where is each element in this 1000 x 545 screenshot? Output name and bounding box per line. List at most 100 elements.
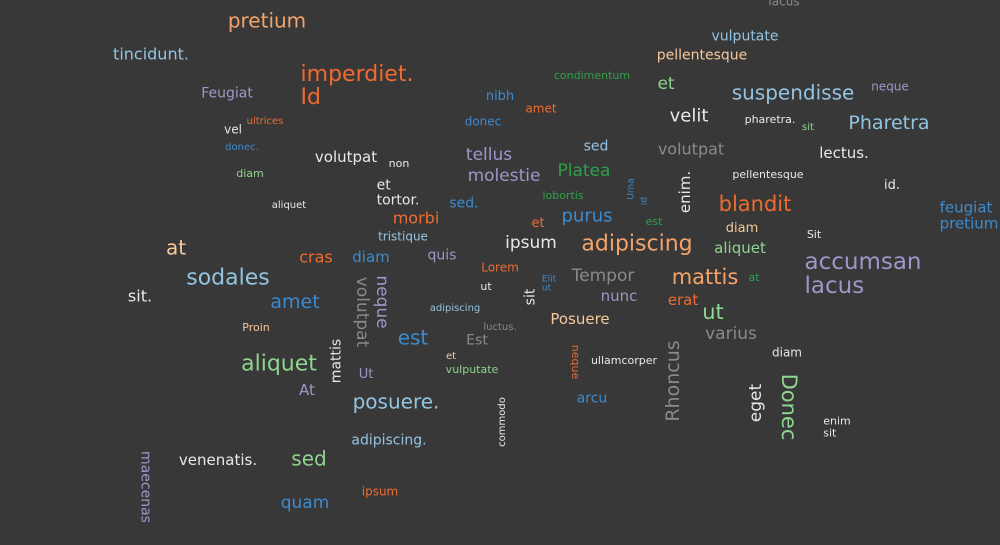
word-97: sed xyxy=(291,446,327,471)
word-86: vulputate xyxy=(445,363,499,377)
word-75: est xyxy=(397,325,429,350)
word-69: erat xyxy=(667,291,699,310)
word-70: ut xyxy=(702,299,724,324)
word-24: non xyxy=(388,157,410,171)
word-19: vel xyxy=(224,122,242,137)
word-20: donec. xyxy=(225,141,259,153)
word-96: venenatis. xyxy=(178,451,258,470)
word-48: at xyxy=(165,235,187,260)
word-58: Tempor xyxy=(571,266,635,287)
word-53: diam xyxy=(352,248,390,267)
word-33: enim. xyxy=(676,170,695,214)
word-51: aliquet xyxy=(714,239,766,258)
word-62: ut xyxy=(480,280,492,294)
word-13: velit xyxy=(669,105,709,127)
word-52: cras xyxy=(299,247,333,267)
word-47: tristique xyxy=(378,229,428,244)
word-64: sit. xyxy=(127,286,153,306)
word-17: sit xyxy=(802,121,814,133)
word-83: neque xyxy=(568,344,582,380)
word-81: aliquet xyxy=(241,351,317,377)
word-2: vulputate xyxy=(711,28,779,45)
word-60: at xyxy=(748,271,760,285)
word-8: Feugiat xyxy=(201,85,253,102)
word-34: id. xyxy=(884,178,900,194)
word-30: pellentesque xyxy=(732,168,804,182)
word-7: et xyxy=(657,74,675,95)
word-27: Platea xyxy=(557,161,611,182)
word-10: suspendisse xyxy=(731,80,855,105)
word-29: molestie xyxy=(467,166,541,187)
word-26: lectus. xyxy=(819,144,869,163)
word-65: amet xyxy=(270,291,320,314)
word-40: purus xyxy=(561,205,613,227)
word-18: Pharetra xyxy=(848,112,930,135)
word-94: adipiscing. xyxy=(351,432,427,449)
word-95: maecenas xyxy=(137,451,154,523)
word-35: et tortor. xyxy=(376,177,420,208)
word-80: diam xyxy=(772,345,802,360)
word-84: ullamcorper xyxy=(590,354,658,368)
word-79: Rhoncus xyxy=(662,340,685,422)
word-46: Sit xyxy=(806,228,822,242)
word-3: tincidunt. xyxy=(113,44,189,64)
word-25: tellus xyxy=(465,145,513,166)
word-45: diam xyxy=(725,221,759,237)
word-54: quis xyxy=(427,247,457,264)
word-99: quam xyxy=(280,493,330,514)
word-32: id xyxy=(639,196,650,206)
word-98: ipsum xyxy=(361,484,399,499)
word-11: neque xyxy=(871,79,909,94)
word-50: adipiscing xyxy=(581,231,693,257)
word-93: commodo xyxy=(496,397,508,447)
word-28: diam xyxy=(236,167,264,181)
word-85: Ut xyxy=(358,367,374,383)
word-88: At xyxy=(299,381,315,400)
word-5: imperdiet. Id xyxy=(300,61,414,110)
word-31: Urna xyxy=(626,178,637,200)
word-49: ipsum xyxy=(505,233,557,254)
word-92: enim sit xyxy=(823,414,851,439)
word-55: accumsan lacus xyxy=(804,248,922,299)
word-22: volutpat xyxy=(657,139,725,159)
word-37: blandit xyxy=(718,191,792,216)
word-36: lobortis xyxy=(542,189,584,203)
word-74: luctus. xyxy=(483,321,517,333)
word-82: et xyxy=(445,350,457,362)
word-41: feugiat pretium xyxy=(939,198,999,232)
word-72: Posuere xyxy=(550,310,610,329)
word-77: varius xyxy=(705,324,757,345)
word-14: ultrices xyxy=(246,115,284,127)
word-15: donec xyxy=(464,114,502,129)
word-38: aliquet xyxy=(271,199,307,211)
word-4: pellentesque xyxy=(656,47,748,64)
word-78: mattis xyxy=(328,338,345,384)
word-42: morbi xyxy=(392,208,440,228)
word-68: nunc xyxy=(600,287,638,306)
word-89: eget xyxy=(746,383,767,423)
word-63: sit xyxy=(522,288,539,306)
word-73: Proin xyxy=(242,321,270,335)
word-16: pharetra. xyxy=(744,113,796,127)
word-43: et xyxy=(531,216,545,232)
word-66: volutpat xyxy=(351,276,372,348)
word-90: posuere. xyxy=(352,389,440,414)
word-23: volutpat xyxy=(314,148,378,167)
word-12: amet xyxy=(525,101,557,116)
word-44: est xyxy=(645,215,663,229)
word-39: sed. xyxy=(449,195,479,212)
word-91: arcu xyxy=(576,390,608,407)
word-1: pretium xyxy=(227,8,307,33)
word-61: Elit ut xyxy=(541,274,557,294)
word-21: sed xyxy=(583,138,609,155)
word-71: adipiscing xyxy=(429,302,481,314)
word-0: lacus xyxy=(768,0,800,9)
word-59: mattis xyxy=(671,264,739,289)
word-76: Est xyxy=(466,332,488,349)
word-67: neque xyxy=(371,275,392,329)
word-56: sodales xyxy=(186,265,270,291)
word-6: condimentum xyxy=(553,69,631,83)
word-57: Lorem xyxy=(481,260,519,275)
word-9: nibh xyxy=(485,89,515,105)
